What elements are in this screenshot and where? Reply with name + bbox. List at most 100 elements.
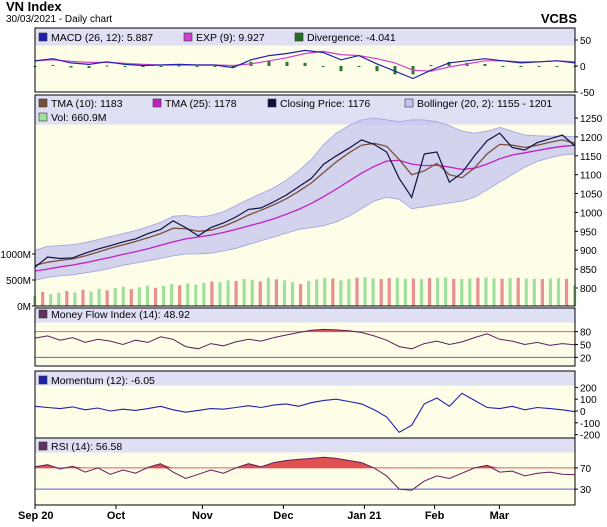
macd-divergence-bar bbox=[447, 61, 451, 66]
price-tick-label: 950 bbox=[580, 227, 597, 238]
macd-divergence-bar bbox=[87, 66, 91, 69]
volume-bar bbox=[73, 292, 77, 306]
momentum-line bbox=[34, 392, 576, 434]
volume-bar bbox=[121, 286, 125, 306]
mfi-legend-bar bbox=[35, 308, 575, 323]
volume-bar bbox=[379, 279, 383, 306]
macd-legend-swatch bbox=[294, 32, 304, 42]
macd-line bbox=[34, 49, 576, 80]
price-tick-label: 900 bbox=[580, 246, 597, 257]
volume-bar bbox=[194, 284, 198, 306]
x-tick-label: Mar bbox=[490, 510, 510, 522]
price-legend: TMA (10): 1183 TMA (25): 1178 Closing Pric… bbox=[38, 98, 552, 124]
volume-bar bbox=[484, 277, 488, 306]
volume-bar bbox=[339, 280, 343, 306]
macd-divergence-bar bbox=[393, 66, 397, 75]
price-tick-label: 1250 bbox=[580, 114, 603, 125]
macd-legend-label: EXP (9): 9.927 bbox=[196, 32, 265, 44]
rsi-legend: RSI (14): 56.58 bbox=[38, 441, 122, 453]
mfi-legend: Money Flow Index (14): 48.92 bbox=[38, 309, 190, 321]
volume-bar bbox=[548, 278, 553, 306]
mfi-line bbox=[34, 328, 576, 350]
macd-divergence-bar bbox=[69, 66, 73, 68]
tma10-line bbox=[34, 139, 576, 266]
macd-divergence-bar bbox=[357, 66, 361, 67]
volume-bar bbox=[444, 277, 448, 306]
mfi-tick-label: 80 bbox=[580, 328, 592, 339]
volume-bar bbox=[468, 278, 472, 306]
macd-divergence-bar bbox=[555, 66, 559, 67]
mfi-legend-swatch bbox=[38, 309, 48, 319]
chart-source: VCBS bbox=[540, 11, 577, 26]
volume-bar bbox=[290, 282, 295, 306]
momentum-tick-label: -200 bbox=[580, 431, 600, 442]
volume-bar bbox=[500, 278, 504, 306]
volume-bar bbox=[532, 278, 536, 306]
volume-bar bbox=[234, 280, 238, 306]
macd-divergence-bar bbox=[123, 66, 127, 68]
macd-legend-bar bbox=[35, 28, 575, 46]
macd-divergence-bar bbox=[429, 64, 433, 66]
x-tick-label: Jan 21 bbox=[347, 510, 381, 522]
volume-bar bbox=[427, 278, 432, 306]
rsi-line bbox=[34, 456, 576, 491]
volume-bar bbox=[250, 279, 254, 306]
volume-bar bbox=[89, 291, 93, 306]
momentum-tick-label: -100 bbox=[580, 419, 600, 430]
macd-divergence-bar bbox=[141, 66, 145, 68]
volume-bar bbox=[435, 277, 440, 306]
momentum-legend-bar bbox=[35, 371, 575, 386]
volume-bar bbox=[403, 278, 407, 306]
rsi-legend-swatch bbox=[38, 441, 48, 451]
volume-bar bbox=[315, 279, 319, 306]
volume-bar bbox=[452, 278, 456, 306]
volume-bar bbox=[161, 285, 166, 306]
price-tick-label: 1200 bbox=[580, 133, 603, 144]
volume-bar bbox=[57, 292, 61, 306]
price-legend-swatch bbox=[267, 98, 277, 108]
volume-bar bbox=[186, 283, 190, 306]
momentum-tick-label: 100 bbox=[580, 395, 597, 406]
price-tick-label: 1050 bbox=[580, 190, 603, 201]
price-legend-swatch bbox=[38, 112, 48, 122]
volume-bar bbox=[323, 277, 327, 306]
macd-divergence-bar bbox=[195, 66, 199, 67]
mfi-legend-label: Money Flow Index (14): 48.92 bbox=[51, 309, 190, 321]
volume-bar bbox=[65, 290, 69, 306]
x-axis: Sep 20 Oct Nov Dec Jan 21 Feb Mar bbox=[18, 505, 510, 522]
price-legend-label: Vol: 660.9M bbox=[51, 112, 106, 124]
rsi-overbought-fill bbox=[35, 457, 575, 468]
price-tick-label: 1100 bbox=[580, 171, 602, 182]
volume-bar bbox=[564, 278, 569, 306]
volume-bar bbox=[274, 279, 278, 306]
price-panel-border bbox=[34, 94, 576, 307]
price-legend-label: Closing Price: 1176 bbox=[280, 98, 370, 110]
volume-bar bbox=[371, 278, 375, 306]
x-tick-label: Nov bbox=[192, 510, 214, 522]
x-tick-label: Feb bbox=[425, 510, 445, 522]
macd-panel-border bbox=[34, 27, 576, 93]
macd-divergence-bar bbox=[375, 66, 379, 72]
momentum-legend: Momentum (12): -6.05 bbox=[38, 375, 155, 387]
rsi-yticks: 70 30 bbox=[575, 464, 592, 496]
volume-bar bbox=[524, 278, 528, 306]
volume-bar bbox=[41, 291, 45, 306]
macd-divergence-bar bbox=[177, 65, 181, 67]
macd-legend: MACD (26, 12): 5.887 EXP (9): 9.927 Diverg… bbox=[38, 32, 396, 44]
price-legend-swatch bbox=[152, 98, 162, 108]
price-tick-label: 1000 bbox=[580, 208, 603, 219]
price-legend-bar bbox=[35, 95, 575, 125]
macd-tick-label: -50 bbox=[580, 88, 595, 99]
momentum-legend-swatch bbox=[38, 375, 48, 385]
volume-bar bbox=[419, 279, 424, 306]
volume-bar bbox=[395, 277, 399, 306]
volume-bar bbox=[460, 279, 464, 306]
volume-bar bbox=[331, 278, 335, 306]
volume-bar bbox=[282, 280, 287, 306]
volume-bar bbox=[218, 282, 222, 306]
closing-price-line bbox=[34, 132, 576, 268]
price-tick-label: 1150 bbox=[580, 152, 602, 163]
volume-bar bbox=[97, 288, 101, 306]
